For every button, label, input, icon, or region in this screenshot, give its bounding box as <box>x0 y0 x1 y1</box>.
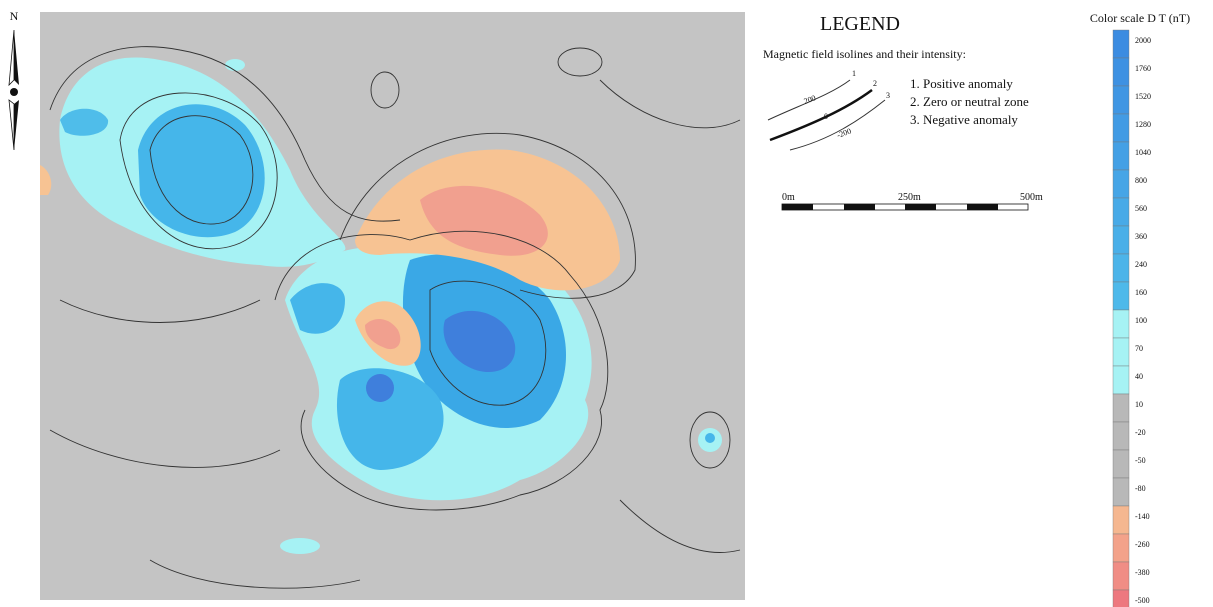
color-scale-label: -80 <box>1135 484 1146 493</box>
color-swatch <box>1113 338 1129 366</box>
isoline-value: 0 <box>824 112 828 121</box>
color-scale-label: 10 <box>1135 400 1143 409</box>
isoline-number: 2 <box>873 79 877 88</box>
color-swatch <box>1113 86 1129 114</box>
color-swatch <box>1113 506 1129 534</box>
north-arrow: N <box>9 9 19 150</box>
color-scale-label: 70 <box>1135 344 1143 353</box>
color-scale-label: -380 <box>1135 568 1150 577</box>
north-label: N <box>10 9 19 23</box>
scale-label: 0m <box>782 192 795 203</box>
color-swatch <box>1113 226 1129 254</box>
color-scale-label: 800 <box>1135 176 1147 185</box>
color-swatch <box>1113 394 1129 422</box>
color-scale-label: 2000 <box>1135 36 1151 45</box>
color-scale-label: -50 <box>1135 456 1146 465</box>
color-scale-label: 560 <box>1135 204 1147 213</box>
color-swatch <box>1113 58 1129 86</box>
color-swatch <box>1113 534 1129 562</box>
color-swatch <box>1113 30 1129 58</box>
color-swatch <box>1113 422 1129 450</box>
legend-title: LEGEND <box>820 13 900 35</box>
color-scale-label: 240 <box>1135 260 1147 269</box>
color-scale: Color scale D T (nT) 2000176015201280104… <box>1090 11 1190 607</box>
color-swatch <box>1113 282 1129 310</box>
page: {"north": "N", "legend": {"title": "LEGE… <box>0 0 1213 607</box>
color-scale-label: -20 <box>1135 428 1146 437</box>
isoline-number: 3 <box>886 91 890 100</box>
color-scale-label: 1520 <box>1135 92 1151 101</box>
color-swatch <box>1113 562 1129 590</box>
color-swatch <box>1113 366 1129 394</box>
color-scale-label: -260 <box>1135 540 1150 549</box>
magnetic-map <box>40 12 745 600</box>
color-swatch <box>1113 478 1129 506</box>
color-scale-label: 360 <box>1135 232 1147 241</box>
color-swatch <box>1113 170 1129 198</box>
legend: LEGEND Magnetic field isolines and their… <box>763 13 1029 150</box>
isoline-number: 1 <box>852 69 856 78</box>
color-swatch <box>1113 450 1129 478</box>
color-scale-label: -500 <box>1135 596 1150 605</box>
legend-subtitle: Magnetic field isolines and their intens… <box>763 47 966 61</box>
color-swatch <box>1113 198 1129 226</box>
color-swatch <box>1113 590 1129 607</box>
legend-item: 2. Zero or neutral zone <box>910 94 1029 109</box>
color-swatch <box>1113 254 1129 282</box>
color-scale-title: Color scale D T (nT) <box>1090 11 1190 25</box>
color-swatch <box>1113 142 1129 170</box>
color-swatch <box>1113 114 1129 142</box>
color-scale-label: 100 <box>1135 316 1147 325</box>
color-swatch <box>1113 310 1129 338</box>
color-scale-label: 1040 <box>1135 148 1151 157</box>
color-scale-label: 1760 <box>1135 64 1151 73</box>
scale-label: 250m <box>898 192 921 203</box>
scale-bar: 0m 250m 500m <box>782 192 1043 210</box>
color-scale-label: 160 <box>1135 288 1147 297</box>
color-scale-label: 40 <box>1135 372 1143 381</box>
isoline-value: 200 <box>803 93 817 106</box>
map-page: N LEGEND Magnetic f <box>0 0 1213 607</box>
color-scale-label: -140 <box>1135 512 1150 521</box>
legend-item: 1. Positive anomaly <box>910 76 1013 91</box>
isoline-value: -200 <box>836 126 853 139</box>
legend-item: 3. Negative anomaly <box>910 112 1018 127</box>
scale-label: 500m <box>1020 192 1043 203</box>
color-scale-label: 1280 <box>1135 120 1151 129</box>
